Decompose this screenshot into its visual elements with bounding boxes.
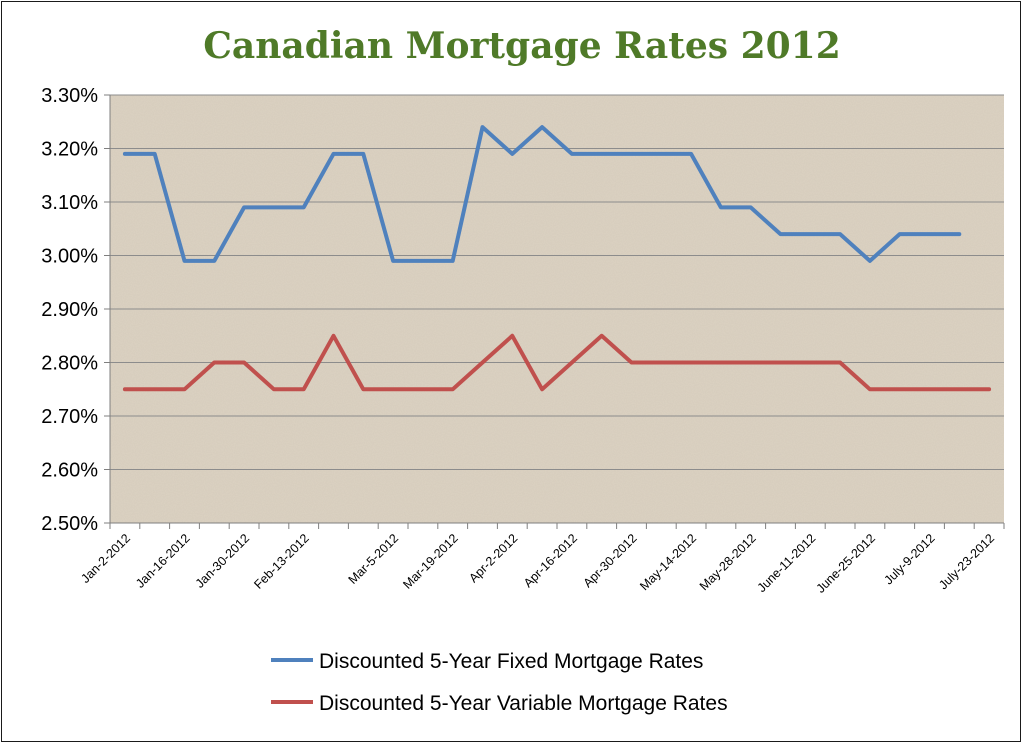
series-line-2 xyxy=(122,333,992,392)
x-tick-label: July-23-2012 xyxy=(936,531,997,592)
series-lines xyxy=(122,125,992,392)
y-tick-label: 3.30% xyxy=(41,85,98,107)
x-tick-label: Jan-2-2012 xyxy=(78,531,133,586)
y-tick-label: 3.00% xyxy=(41,246,98,268)
x-tick-label: July-9-2012 xyxy=(882,531,938,587)
x-tick-label: Mar-19-2012 xyxy=(400,531,461,592)
x-tick-label: June-11-2012 xyxy=(755,531,819,595)
x-tick-label: Apr-16-2012 xyxy=(521,531,580,590)
legend: Discounted 5-Year Fixed Mortgage Rates Di… xyxy=(271,650,728,715)
y-tick-label: 2.50% xyxy=(41,513,98,535)
x-tick-label: Apr-2-2012 xyxy=(466,531,520,585)
x-tick-label: Apr-30-2012 xyxy=(581,531,640,590)
x-tick-label: Jan-30-2012 xyxy=(193,531,253,591)
x-tick-label: Feb-13-2012 xyxy=(251,531,312,592)
y-tick-label: 3.10% xyxy=(41,192,98,214)
y-tick-label: 2.70% xyxy=(41,406,98,428)
y-tick-label: 3.20% xyxy=(41,139,98,161)
legend-label: Discounted 5-Year Variable Mortgage Rate… xyxy=(319,692,728,715)
legend-label: Discounted 5-Year Fixed Mortgage Rates xyxy=(319,650,703,673)
y-tick-label: 2.80% xyxy=(41,353,98,375)
chart-title: Canadian Mortgage Rates 2012 xyxy=(203,25,841,67)
x-tick-label: Mar-5-2012 xyxy=(346,531,402,587)
x-tick-label: June-25-2012 xyxy=(814,531,878,595)
x-tick-label: May-14-2012 xyxy=(637,531,699,593)
x-axis: Jan-2-2012 Jan-16-2012 Jan-30-2012 Feb-13-2… xyxy=(78,522,1005,596)
x-tick-label: Jan-16-2012 xyxy=(133,531,193,591)
y-tick-label: 2.90% xyxy=(41,299,98,321)
y-axis: 2.50% 2.60% 2.70% 2.80% 2.90% 3.00% 3.10% 3.20%… xyxy=(41,85,111,535)
x-tick-label: May-28-2012 xyxy=(697,531,759,593)
y-tick-label: 2.60% xyxy=(41,460,98,482)
gridlines xyxy=(110,94,1004,470)
